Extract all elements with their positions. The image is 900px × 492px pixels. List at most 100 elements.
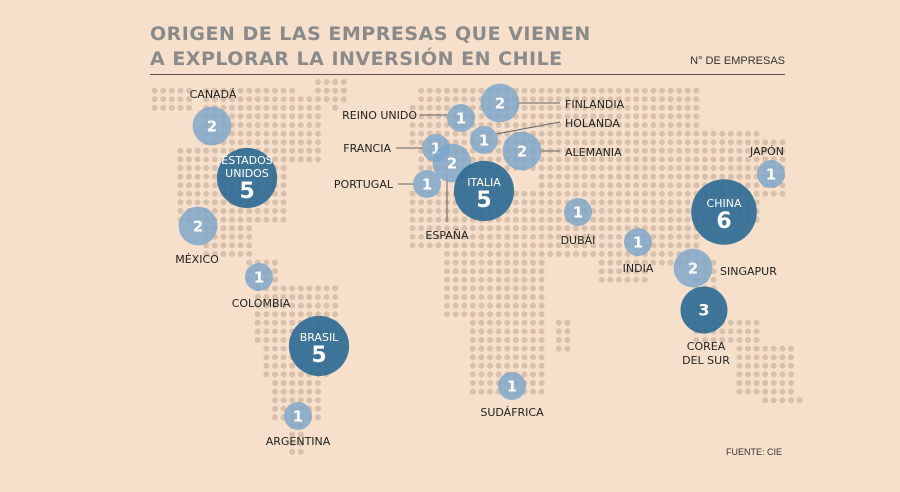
land-dot [762, 190, 769, 197]
land-dot [770, 147, 777, 154]
bubble-circle [564, 198, 592, 226]
land-dot [770, 380, 777, 386]
land-dot [555, 199, 562, 206]
land-dot [452, 302, 459, 309]
land-dot [512, 190, 519, 197]
land-dot [676, 199, 683, 206]
land-dot [211, 251, 218, 257]
land-dot [263, 216, 270, 223]
land-dot [332, 302, 339, 309]
land-dot [478, 294, 485, 300]
land-dot [753, 354, 760, 361]
land-dot [590, 139, 597, 146]
land-dot [590, 165, 597, 171]
land-dot [702, 173, 708, 180]
land-dot [616, 225, 622, 232]
land-dot [469, 268, 476, 275]
land-dot [280, 311, 287, 318]
land-dot [168, 104, 175, 111]
land-dot [254, 294, 261, 300]
land-dot [409, 113, 416, 120]
land-dot [478, 388, 485, 395]
land-dot [487, 122, 493, 128]
land-dot [659, 104, 665, 111]
country-name: CHINA [707, 197, 742, 210]
land-dot [616, 259, 622, 266]
land-dot [538, 302, 545, 309]
land-dot [237, 87, 244, 94]
land-dot [538, 87, 545, 94]
land-dot [788, 380, 794, 386]
land-dot [487, 251, 493, 257]
land-dot [435, 225, 442, 232]
land-dot [487, 156, 493, 163]
land-dot [641, 122, 648, 128]
land-dot [495, 233, 502, 240]
land-dot [598, 165, 605, 171]
land-dot [555, 182, 562, 189]
land-dot [598, 182, 605, 189]
land-dot [280, 362, 287, 369]
land-dot [710, 156, 717, 163]
land-dot [547, 173, 554, 180]
land-dot [254, 96, 261, 103]
land-dot [315, 311, 321, 318]
land-dot [547, 122, 554, 128]
land-dot [736, 130, 743, 137]
land-dot [280, 147, 287, 154]
land-dot [487, 233, 493, 240]
land-dot [530, 251, 536, 257]
land-dot [246, 242, 253, 249]
land-dot [521, 122, 528, 128]
land-dot [770, 345, 777, 352]
land-dot [418, 225, 425, 232]
land-dot [478, 156, 485, 163]
land-dot [676, 130, 683, 137]
land-dot [495, 328, 502, 335]
land-dot [211, 165, 218, 171]
land-dot [289, 104, 296, 111]
land-dot [693, 130, 700, 137]
land-dot [461, 268, 468, 275]
land-dot [426, 208, 433, 214]
land-dot [581, 233, 588, 240]
land-dot [736, 354, 743, 361]
land-dot [272, 130, 278, 137]
land-dot [487, 242, 493, 249]
land-dot [461, 96, 468, 103]
bubble-circle [413, 170, 441, 198]
land-dot [650, 182, 657, 189]
land-dot [297, 388, 304, 395]
land-dot [495, 311, 502, 318]
land-dot [753, 139, 760, 146]
land-dot [186, 156, 192, 163]
land-dot [573, 182, 579, 189]
land-dot [461, 259, 468, 266]
land-dot [254, 302, 261, 309]
bubble-japon: 1 JAPÓN [749, 145, 785, 188]
land-dot [461, 216, 468, 223]
land-dot [762, 362, 769, 369]
land-dot [607, 190, 614, 197]
land-dot [590, 225, 597, 232]
land-dot [538, 388, 545, 395]
land-dot [289, 139, 296, 146]
land-dot [676, 242, 683, 249]
land-dot [452, 268, 459, 275]
land-dot [504, 268, 511, 275]
land-dot [796, 397, 803, 404]
bubble-singapur: 2 SINGAPUR [673, 248, 777, 288]
land-dot [573, 87, 579, 94]
land-dot [237, 122, 244, 128]
land-dot [461, 233, 468, 240]
land-dot [573, 233, 579, 240]
land-dot [521, 190, 528, 197]
bubble-colombia: 1 COLOMBIA [232, 263, 291, 310]
land-dot [426, 122, 433, 128]
land-dot [676, 165, 683, 171]
land-dot [186, 96, 192, 103]
land-dot [469, 285, 476, 292]
land-dot [272, 96, 278, 103]
land-dot [323, 96, 330, 103]
legend-label: N° DE EMPRESAS [690, 55, 785, 67]
